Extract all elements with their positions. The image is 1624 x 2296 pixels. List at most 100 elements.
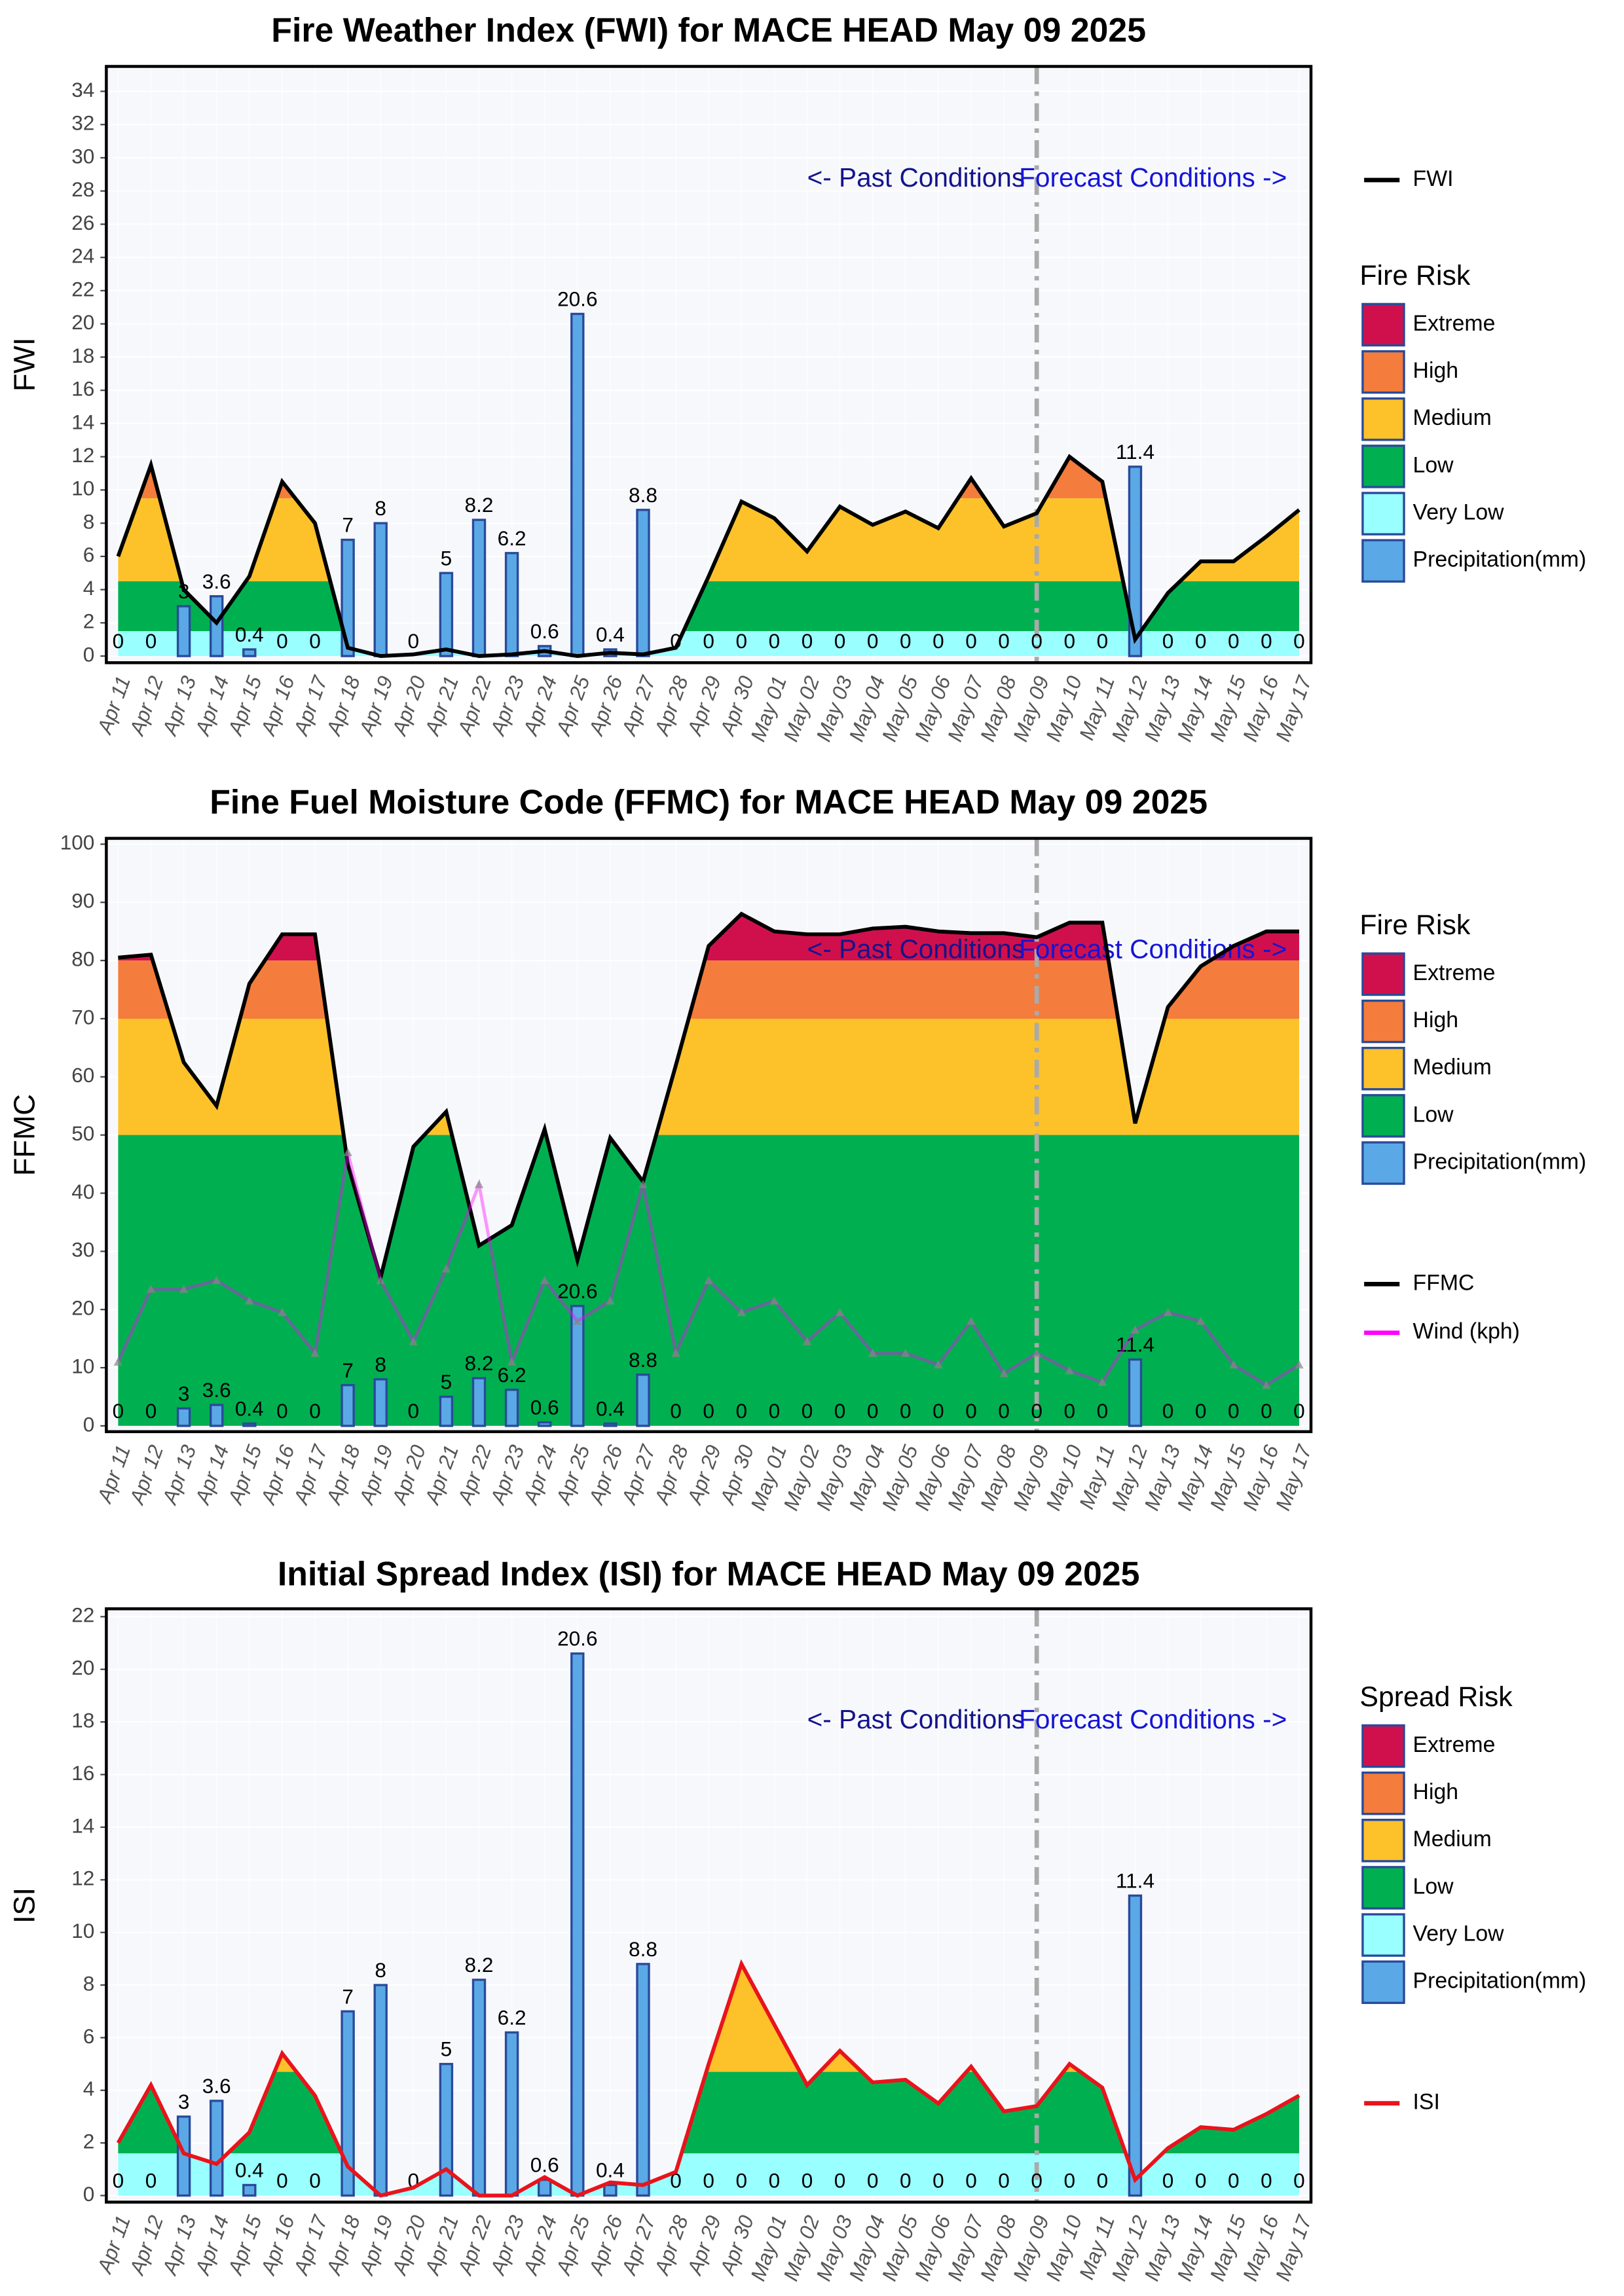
bar-value-label: 8 <box>375 1958 386 1982</box>
bar-value-label: 0 <box>1064 629 1076 653</box>
bar-value-label: 0 <box>834 629 846 653</box>
series-marker <box>769 1296 779 1305</box>
bar-value-label: 0 <box>113 1399 124 1423</box>
y-tick-label: 24 <box>71 244 94 268</box>
y-tick-label: 16 <box>71 377 94 401</box>
bar-value-label: 0 <box>1064 1399 1076 1423</box>
bar-value-label: 11.4 <box>1116 1868 1154 1892</box>
risk-band-fill <box>118 960 1299 1019</box>
series-marker <box>802 1337 812 1345</box>
legend-label: FWI <box>1413 166 1454 191</box>
y-tick-label: 18 <box>71 344 94 367</box>
bar-value-label: 0.4 <box>235 2159 264 2182</box>
y-tick-label: 30 <box>71 144 94 168</box>
plot-frame <box>105 837 1313 1434</box>
annotation-past: <- Past Conditions <box>807 1704 1025 1734</box>
y-tick-label: 8 <box>83 1971 95 1995</box>
series-marker <box>1229 1360 1238 1369</box>
y-tick-label: 6 <box>83 543 95 566</box>
bar-value-label: 5 <box>441 1370 452 1394</box>
bar-value-label: 0 <box>113 2169 124 2193</box>
precipitation-bar <box>471 1377 487 1427</box>
series-marker <box>1262 1380 1271 1389</box>
series-marker <box>1163 1307 1173 1317</box>
legend-label: Medium <box>1413 405 1492 430</box>
legend-label: Very Low <box>1413 1922 1505 1946</box>
legend-title: Fire Risk <box>1359 909 1471 941</box>
y-tick-label: 20 <box>71 1656 94 1679</box>
bar-value-label: 0 <box>1097 1399 1109 1423</box>
series-marker <box>835 1307 845 1317</box>
series-marker <box>343 1148 352 1156</box>
bar-value-label: 0 <box>1162 629 1174 653</box>
bar-value-label: 0 <box>932 629 944 653</box>
y-tick-label: 12 <box>71 1867 94 1890</box>
bar-value-label: 0 <box>965 1399 977 1423</box>
y-axis-label: FFMC <box>8 1094 41 1176</box>
y-tick-label: 40 <box>71 1180 94 1203</box>
bar-value-label: 0 <box>1097 2169 1109 2193</box>
bar-value-label: 0.6 <box>530 1396 559 1419</box>
precipitation-bar <box>242 1422 257 1427</box>
precipitation-bar <box>242 2183 257 2197</box>
bar-value-label: 0 <box>276 1399 288 1423</box>
bar-value-label: 0.4 <box>596 2159 625 2182</box>
y-tick-label: 90 <box>71 889 94 913</box>
y-tick-label: 2 <box>83 610 95 633</box>
precipitation-bar <box>504 552 519 657</box>
y-axis-label: FWI <box>8 338 41 392</box>
y-tick-label: 12 <box>71 443 94 467</box>
series-marker <box>113 1357 123 1366</box>
y-tick-label: 2 <box>83 2130 95 2153</box>
legend-label: Extreme <box>1413 1732 1496 1757</box>
legend-swatch <box>1361 1046 1405 1091</box>
bar-value-label: 0 <box>769 1399 781 1423</box>
precipitation-bar <box>471 519 487 657</box>
bar-value-label: 8.2 <box>465 1351 494 1375</box>
y-tick-label: 14 <box>71 410 94 433</box>
precipitation-bar <box>210 2100 224 2197</box>
y-tick-label: 0 <box>83 2182 95 2206</box>
precipitation-bar <box>373 1378 388 1427</box>
bar-value-label: 0 <box>1261 2169 1272 2193</box>
series-marker <box>540 1276 549 1285</box>
bar-value-label: 0 <box>670 1399 682 1423</box>
bar-value-label: 0 <box>998 629 1010 653</box>
y-tick-label: 32 <box>71 111 94 135</box>
bar-value-label: 0 <box>113 629 124 653</box>
precipitation-bar <box>603 2183 618 2197</box>
precipitation-bar <box>439 1395 454 1427</box>
precipitation-bar <box>373 1984 388 2197</box>
legend-label: Precipitation(mm) <box>1413 1149 1587 1174</box>
legend-swatch <box>1361 492 1405 536</box>
bar-value-label: 8.8 <box>629 483 657 507</box>
bar-value-label: 8.8 <box>629 1348 657 1372</box>
chart-title: Initial Spread Index (ISI) for MACE HEAD… <box>278 1554 1140 1592</box>
bar-value-label: 0 <box>1228 629 1240 653</box>
legend-label: High <box>1413 1779 1459 1804</box>
bar-value-label: 0 <box>276 2169 288 2193</box>
bar-value-label: 0 <box>703 2169 714 2193</box>
precipitation-bar <box>636 509 650 657</box>
annotation-forecast: Forecast Conditions -> <box>1019 934 1287 964</box>
y-tick-label: 4 <box>83 576 95 600</box>
annotation-past: <- Past Conditions <box>807 162 1025 192</box>
bar-value-label: 0 <box>1195 1399 1207 1423</box>
series-marker <box>310 1349 320 1357</box>
bar-value-label: 7 <box>342 1984 354 2008</box>
legend-swatch <box>1361 1724 1405 1768</box>
bar-value-label: 20.6 <box>557 1279 597 1303</box>
risk-band-fill <box>118 498 1299 581</box>
bar-value-label: 0 <box>309 629 321 653</box>
bar-value-label: 0.4 <box>596 623 625 646</box>
bar-value-label: 0 <box>834 2169 846 2193</box>
risk-band-fill <box>118 2153 1299 2196</box>
legend-label: Extreme <box>1413 960 1496 985</box>
bar-value-label: 8 <box>375 496 386 520</box>
bar-value-label: 0 <box>932 1399 944 1423</box>
precipitation-bar <box>1128 1358 1143 1427</box>
plot-frame <box>105 1607 1313 2204</box>
precipitation-bar <box>439 572 454 657</box>
